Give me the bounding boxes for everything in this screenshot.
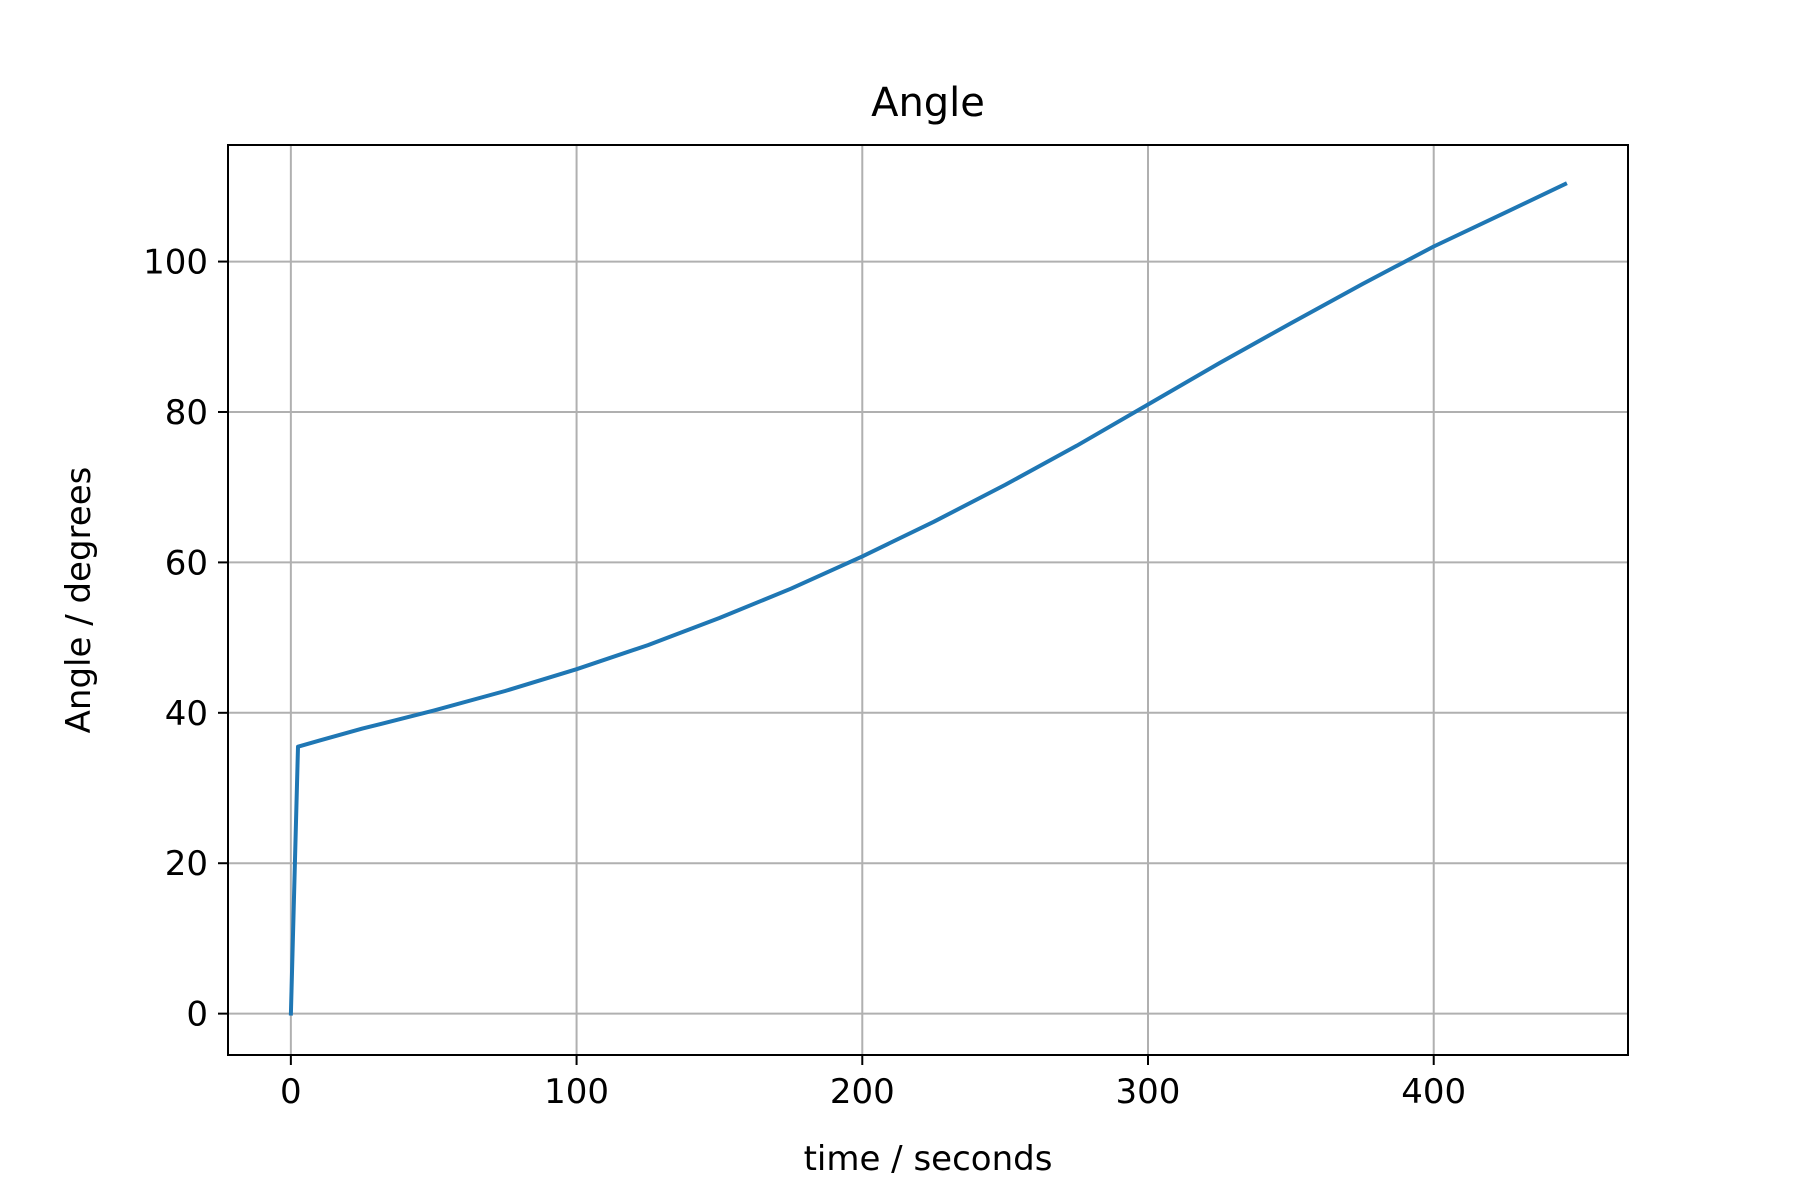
x-tick-label: 400 [1401,1072,1466,1112]
x-tick-label: 100 [544,1072,609,1112]
y-axis-label: Angle / degrees [59,467,99,734]
ticks: 0 100 200 300 400 0 20 40 60 80 100 [143,243,1466,1112]
series-line [288,181,1568,1016]
grid [228,145,1628,1055]
y-tick-label: 60 [165,543,208,583]
y-tick-label: 40 [165,694,208,734]
series-layer [288,181,1568,1016]
y-tick-label: 100 [143,243,208,283]
x-tick-label: 200 [830,1072,895,1112]
plot-frame [227,144,1629,1056]
y-tick-label: 80 [165,393,208,433]
y-tick-label: 20 [165,844,208,884]
x-tick-label: 300 [1116,1072,1181,1112]
chart-title: Angle [871,80,985,126]
x-tick-label: 0 [280,1072,302,1112]
x-axis-label: time / seconds [804,1139,1053,1179]
y-tick-label: 0 [186,995,208,1035]
